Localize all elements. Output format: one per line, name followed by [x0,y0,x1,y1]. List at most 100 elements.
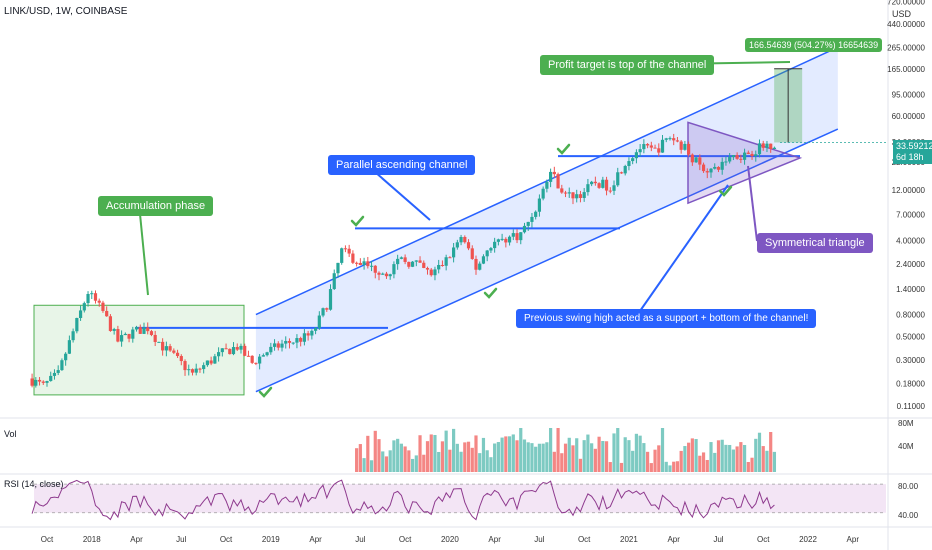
candle-body [261,355,265,357]
time-tick-label: Oct [41,535,54,544]
candle-body [672,138,676,141]
channel-note[interactable]: Parallel ascending channel [328,155,476,175]
volume-bar [474,435,478,472]
volume-bar [631,450,635,472]
time-tick-label: 2020 [441,535,459,544]
volume-bars [355,428,777,472]
volume-bar [642,443,646,472]
candle-body [280,343,284,348]
volume-bar [735,446,739,472]
accumulation-pointer [139,213,149,296]
candle-body [377,272,381,275]
rsi-tick-label: 40.00 [898,511,919,520]
volume-label: Vol [4,429,17,439]
candle-body [731,155,735,158]
volume-bar [422,454,426,472]
candle-body [769,143,773,149]
time-tick-label: 2019 [262,535,280,544]
volume-bar [724,444,728,472]
candle-body [146,327,150,332]
candle-body [425,267,430,270]
candle-body [675,140,680,142]
candle-body [142,327,146,334]
volume-bar [675,461,680,472]
volume-bar [355,448,359,472]
candle-body [291,342,295,344]
candle-body [138,327,142,334]
candle-body [481,256,486,264]
volume-bar [683,446,687,472]
price-tick-label: 1.40000 [896,285,925,294]
triangle-pointer [747,165,758,242]
volume-bar [418,435,422,472]
volume-bar [507,436,512,472]
candle-body [198,368,202,370]
volume-bar [575,438,579,472]
candle-body [638,149,642,153]
volume-bar [358,444,362,472]
candle-body [653,147,657,149]
candle-body [358,262,362,265]
candle-body [634,152,639,159]
volume-bar [728,444,732,472]
candle-body [522,225,527,233]
candle-body [690,154,694,163]
candle-body [537,198,542,212]
volume-bar [601,441,605,472]
candle-body [321,308,325,316]
volume-bar [694,439,698,472]
candle-body [485,250,489,257]
rsi-line [31,479,886,521]
candle-body [444,257,448,266]
price-tick-label: 440.00000 [887,20,925,29]
candle-body [272,343,277,347]
rsi-label: RSI (14, close) [4,479,64,489]
candle-body [396,258,400,265]
candle-body [545,181,549,189]
candle-body [190,369,195,373]
rsi-tick-label: 80.00 [898,482,919,491]
candle-body [664,138,668,140]
accumulation-note[interactable]: Accumulation phase [98,196,214,216]
profit-note[interactable]: Profit target is top of the channel [540,55,715,75]
candle-body [660,139,665,153]
price-tick-label: 265.00000 [887,43,925,52]
volume-bar [765,450,769,472]
measure-note[interactable]: 166.54639 (504.27%) 16654639 [745,38,883,52]
volume-bar [672,461,676,472]
volume-bar [526,442,530,472]
candle-body [694,157,698,163]
candle-body [343,248,348,250]
volume-bar [616,428,620,472]
price-tick-label: 0.80000 [896,311,925,320]
candle-body [448,257,452,259]
volume-bar [541,443,545,472]
candle-body [437,264,441,270]
candle-body [381,273,385,275]
candle-body [478,263,482,270]
volume-bar [698,455,702,472]
volume-bar [369,460,374,472]
volume-bar [519,428,523,472]
triangle-note[interactable]: Symmetrical triangle [757,233,873,253]
support-note[interactable]: Previous swing high acted as a support +… [516,309,817,328]
candle-body [134,327,139,330]
volume-bar [604,441,609,472]
volume-bar [571,445,575,472]
volume-bar [489,457,493,472]
volume-bar [623,437,627,472]
price-tick-label: 2.40000 [896,260,925,269]
price-tick-label: 720.00000 [887,0,925,6]
volume-bar [384,456,389,472]
candle-body [90,293,94,295]
volume-bar [578,458,583,472]
channel-pointer [374,171,431,221]
candle-body [295,338,299,343]
accumulation-box [33,304,245,396]
volume-bar [429,434,433,472]
volume-bar [399,443,403,472]
candle-body [452,247,456,258]
price-tick-label: 7.00000 [896,211,925,220]
candle-body [687,143,691,155]
